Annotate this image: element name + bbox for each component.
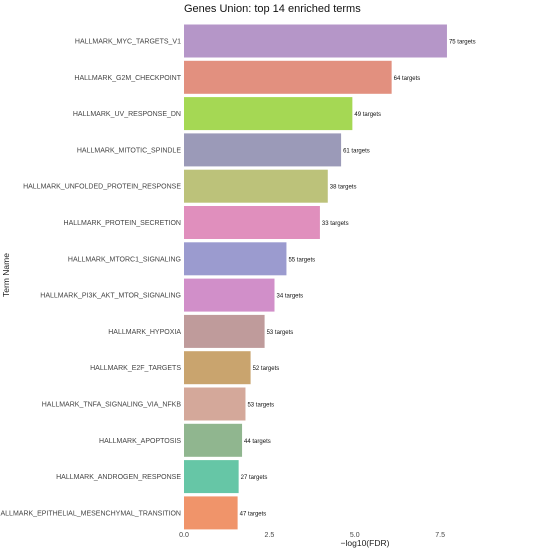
bar-data-label: 55 targets	[288, 257, 315, 263]
term-label: HALLMARK_E2F_TARGETS	[90, 365, 181, 372]
bar-data-label: 33 targets	[322, 221, 349, 227]
x-tick-label: 5.0	[350, 532, 360, 539]
bar-data-label: 61 targets	[343, 148, 370, 154]
term-label: HALLMARK_TNFA_SIGNALING_VIA_NFKB	[42, 402, 182, 409]
bar-data-label: 53 targets	[247, 403, 274, 409]
bar-hallmark-unfolded-protein-response	[184, 169, 328, 203]
bar-data-label: 27 targets	[241, 475, 268, 481]
bars-layer	[184, 24, 447, 530]
term-label: HALLMARK_UV_RESPONSE_DN	[73, 111, 181, 118]
term-label: HALLMARK_APOPTOSIS	[99, 438, 181, 445]
term-label: HALLMARK_PI3K_AKT_MTOR_SIGNALING	[40, 293, 181, 300]
term-label: HALLMARK_MITOTIC_SPINDLE	[77, 147, 181, 154]
bar-data-label: 47 targets	[240, 511, 267, 517]
bar-hallmark-epithelial-mesenchymal-transition	[184, 496, 238, 530]
bar-hallmark-pi3k-akt-mtor-signaling	[184, 278, 275, 312]
term-label: HALLMARK_G2M_CHECKPOINT	[74, 75, 181, 82]
bar-hallmark-e2f-targets	[184, 351, 251, 385]
bar-data-label: 38 targets	[330, 185, 357, 191]
bar-hallmark-myc-targets-v1	[184, 24, 447, 58]
x-axis-title: −log10(FDR)	[341, 538, 390, 548]
term-label: HALLMARK_HYPOXIA	[108, 329, 181, 336]
bar-data-label: 75 targets	[449, 40, 476, 46]
bar-hallmark-mitotic-spindle	[184, 133, 342, 167]
y-axis-title: Term Name	[1, 253, 11, 297]
bar-data-label: 52 targets	[253, 366, 280, 372]
bar-data-label: 64 targets	[394, 76, 421, 82]
bar-data-label: 53 targets	[267, 330, 294, 336]
bar-hallmark-androgen-response	[184, 460, 239, 494]
term-labels-layer: HALLMARK_MYC_TARGETS_V1 HALLMARK_G2M_CHEC…	[0, 39, 182, 518]
bar-hallmark-g2m-checkpoint	[184, 60, 392, 94]
x-tick-label: 0.0	[179, 532, 189, 539]
x-tick-label: 7.5	[435, 532, 445, 539]
term-label: HALLMARK_EPITHELIAL_MESENCHYMAL_TRANSITI…	[0, 510, 181, 517]
bar-hallmark-mtorc1-signaling	[184, 242, 287, 276]
bar-hallmark-uv-response-dn	[184, 97, 353, 131]
data-labels-layer: 75 targets 64 targets 49 targets 61 targets…	[240, 40, 476, 518]
bar-data-label: 34 targets	[277, 294, 304, 300]
bar-hallmark-tnfa-signaling-via-nfkb	[184, 387, 246, 421]
bar-data-label: 49 targets	[354, 112, 381, 118]
term-label: HALLMARK_MYC_TARGETS_V1	[75, 39, 181, 46]
bar-data-label: 44 targets	[244, 439, 271, 445]
term-label: HALLMARK_UNFOLDED_PROTEIN_RESPONSE	[23, 184, 181, 191]
x-ticks-layer: 0.0 2.5 5.0 7.5	[179, 532, 445, 539]
term-label: HALLMARK_PROTEIN_SECRETION	[64, 220, 181, 227]
term-label: HALLMARK_MTORC1_SIGNALING	[68, 256, 181, 263]
bar-hallmark-apoptosis	[184, 423, 243, 457]
chart-title: Genes Union: top 14 enriched terms	[184, 3, 361, 15]
bar-hallmark-protein-secretion	[184, 206, 320, 239]
term-label: HALLMARK_ANDROGEN_RESPONSE	[56, 474, 181, 481]
bar-hallmark-hypoxia	[184, 314, 265, 348]
x-tick-label: 2.5	[265, 532, 275, 539]
